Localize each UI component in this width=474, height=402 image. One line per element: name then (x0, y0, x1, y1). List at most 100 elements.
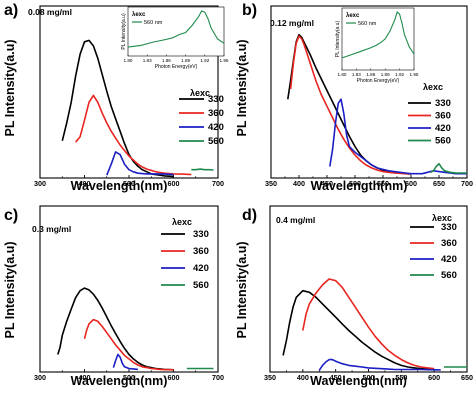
x-tick-label: 600 (428, 373, 440, 382)
inset-x-axis-title: Photon Energy(eV) (155, 64, 198, 70)
x-axis-title: Wavelength(nm) (311, 179, 408, 193)
x-tick-label: 400 (297, 373, 309, 382)
inset: 1.80 1.83 1.86 1.89 1.92 1.95 Photon Energy(eV… (335, 7, 419, 84)
x-tick-label: 700 (461, 179, 473, 188)
legend-title: λexc (423, 82, 443, 92)
series-line-360 (74, 94, 192, 176)
x-tick-label: 550 (377, 179, 389, 188)
panel-letter: a) (4, 2, 18, 19)
series-line-330 (61, 39, 174, 178)
legend-entry: 420 (208, 122, 224, 133)
legend-title: λexc (172, 217, 192, 227)
concentration-label: 0.08 mg/ml (28, 7, 72, 17)
legend-title: λexc (190, 88, 210, 98)
x-tick-label: 300 (34, 373, 46, 382)
inset-x-tick-label: 1.86 (366, 72, 375, 77)
chart-panel-4: d) 0.4 mg/ml 350 400 450 500 550 600 650 Waveleng… (235, 205, 473, 388)
series-line-420 (329, 98, 467, 175)
inset-legend-entry: 560 nm (144, 20, 163, 26)
inset-x-tick-label: 1.89 (181, 58, 190, 63)
y-axis-title: PL Intensity(a.u) (235, 39, 249, 136)
x-tick-label: 500 (123, 373, 135, 382)
series-line-360 (289, 35, 412, 175)
x-tick-label: 400 (79, 179, 91, 188)
legend-entry: 330 (441, 222, 457, 233)
inset-series-line (127, 10, 225, 48)
legend-entry: 360 (208, 108, 224, 119)
inset-x-tick-label: 1.92 (395, 72, 404, 77)
x-axis-title: Wavelength(nm) (71, 374, 168, 388)
inset-y-axis-title: PL Intensity(a.u) (335, 21, 341, 58)
legend-entry: 560 (193, 280, 209, 291)
y-axis-title: PL Intensity(a.u) (3, 241, 17, 338)
inset-x-tick-label: 1.95 (410, 72, 419, 77)
inset-x-tick-label: 1.92 (200, 58, 209, 63)
inset-x-tick-label: 1.89 (381, 72, 390, 77)
x-tick-label: 700 (212, 179, 224, 188)
legend-entry: 420 (435, 123, 451, 134)
chart-panel-1: a) 0.08 mg/ml 300 400 500 600 700 Wavelength(nm… (3, 2, 229, 193)
series-line-360 (83, 318, 174, 371)
inset-x-axis-title: Photon Energy(eV) (357, 78, 400, 84)
x-tick-label: 550 (395, 373, 407, 382)
x-tick-label: 450 (330, 373, 342, 382)
x-tick-label: 650 (461, 373, 473, 382)
series-line-420 (112, 353, 138, 371)
inset-x-tick-label: 1.80 (338, 72, 347, 77)
x-tick-label: 500 (363, 373, 375, 382)
x-tick-label: 500 (349, 179, 361, 188)
concentration-label: 0.3 mg/ml (32, 224, 71, 234)
x-axis-title: Wavelength(nm) (310, 374, 407, 388)
inset-series-line (341, 11, 415, 59)
panel-letter: b) (242, 2, 257, 19)
x-tick-label: 600 (168, 179, 180, 188)
chart-panel-2: b) 0.12 mg/ml 350 400 450 500 550 600 650 700 Wave… (235, 2, 473, 193)
x-tick-label: 600 (168, 373, 180, 382)
x-tick-label: 600 (405, 179, 417, 188)
x-tick-label: 300 (34, 179, 46, 188)
legend-entry: 360 (435, 111, 451, 122)
series-line-330 (57, 287, 174, 371)
legend-entry: 330 (193, 229, 209, 240)
x-tick-label: 350 (264, 373, 276, 382)
series-line-420 (318, 358, 441, 371)
x-tick-label: 650 (433, 179, 445, 188)
inset-x-tick-label: 1.95 (220, 58, 229, 63)
inset-x-tick-label: 1.83 (352, 72, 361, 77)
legend-entry: 330 (208, 94, 224, 105)
series-line-560 (191, 168, 214, 171)
inset-frame (341, 7, 415, 71)
series-line-330 (282, 289, 435, 371)
legend-entry: 560 (435, 136, 451, 147)
x-tick-label: 450 (321, 179, 333, 188)
legend-entry: 420 (441, 254, 457, 265)
inset-legend-title: λexc (132, 12, 146, 18)
inset-y-axis-title: PL Intensity(a.u) (121, 13, 127, 50)
inset-legend-title: λexc (346, 13, 360, 19)
series-line-560 (430, 162, 467, 174)
inset-x-tick-label: 1.83 (143, 58, 152, 63)
y-axis-title: PL Intensity(a.u) (235, 241, 249, 338)
x-tick-label: 400 (79, 373, 91, 382)
inset-x-tick-label: 1.80 (124, 58, 133, 63)
legend-entry: 420 (193, 263, 209, 274)
x-tick-label: 700 (212, 373, 224, 382)
x-tick-label: 350 (265, 179, 277, 188)
legend-entry: 330 (435, 98, 451, 109)
inset-legend-entry: 560 nm (358, 21, 377, 27)
panel-letter: c) (4, 207, 18, 224)
panel-letter: d) (242, 207, 257, 224)
legend-entry: 560 (208, 136, 224, 147)
legend-entry: 360 (193, 246, 209, 257)
concentration-label: 0.12 mg/ml (270, 18, 314, 28)
legend-entry: 360 (441, 238, 457, 249)
series-line-360 (302, 278, 435, 370)
x-tick-label: 400 (293, 179, 305, 188)
legend-entry: 560 (441, 270, 457, 281)
inset: 1.80 1.83 1.86 1.89 1.92 1.95 Photon Energy(eV… (121, 6, 229, 70)
chart-panel-3: c) 0.3 mg/ml 300 400 500 600 700 Wavelength(nm)… (3, 205, 224, 388)
